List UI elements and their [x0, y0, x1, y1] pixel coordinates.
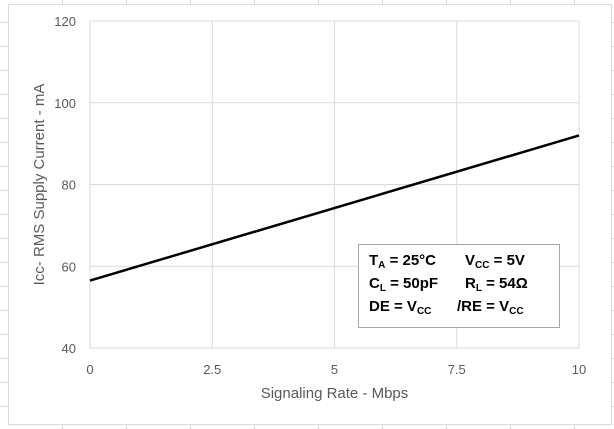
x-tick-label: 2.5	[203, 362, 221, 377]
y-tick-label: 40	[62, 341, 76, 356]
y-axis-label: Icc- RMS Supply Current - mA	[31, 84, 48, 286]
rl-label: RL = 54Ω	[465, 275, 528, 294]
x-axis-label: Signaling Rate - Mbps	[261, 385, 409, 402]
annotation-row: TA = 25°C VCC = 5V	[369, 251, 559, 274]
y-tick-label: 80	[62, 178, 76, 193]
y-tick-label: 100	[54, 96, 76, 111]
series-line	[89, 134, 580, 282]
x-tick-label: 0	[86, 362, 93, 377]
x-tick-label: 7.5	[448, 362, 466, 377]
de-label: DE = VCC	[369, 298, 432, 317]
re-label: /RE = VCC	[457, 298, 524, 317]
ta-label: TA = 25°C	[369, 252, 437, 271]
annotation-row: DE = VCC /RE = VCC	[369, 297, 559, 320]
vcc-label: VCC = 5V	[465, 252, 525, 271]
conditions-annotation: TA = 25°C VCC = 5V CL = 50pF RL = 54Ω DE…	[358, 244, 560, 328]
y-tick-label: 60	[62, 259, 76, 274]
cl-label: CL = 50pF	[369, 275, 439, 294]
x-tick-label: 5	[331, 362, 338, 377]
x-tick-label: 10	[572, 362, 586, 377]
annotation-row: CL = 50pF RL = 54Ω	[369, 274, 559, 297]
y-tick-label: 120	[54, 14, 76, 29]
